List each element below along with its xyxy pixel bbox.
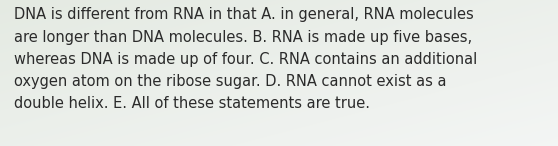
Text: DNA is different from RNA in that A. in general, RNA molecules
are longer than D: DNA is different from RNA in that A. in … <box>14 7 477 111</box>
